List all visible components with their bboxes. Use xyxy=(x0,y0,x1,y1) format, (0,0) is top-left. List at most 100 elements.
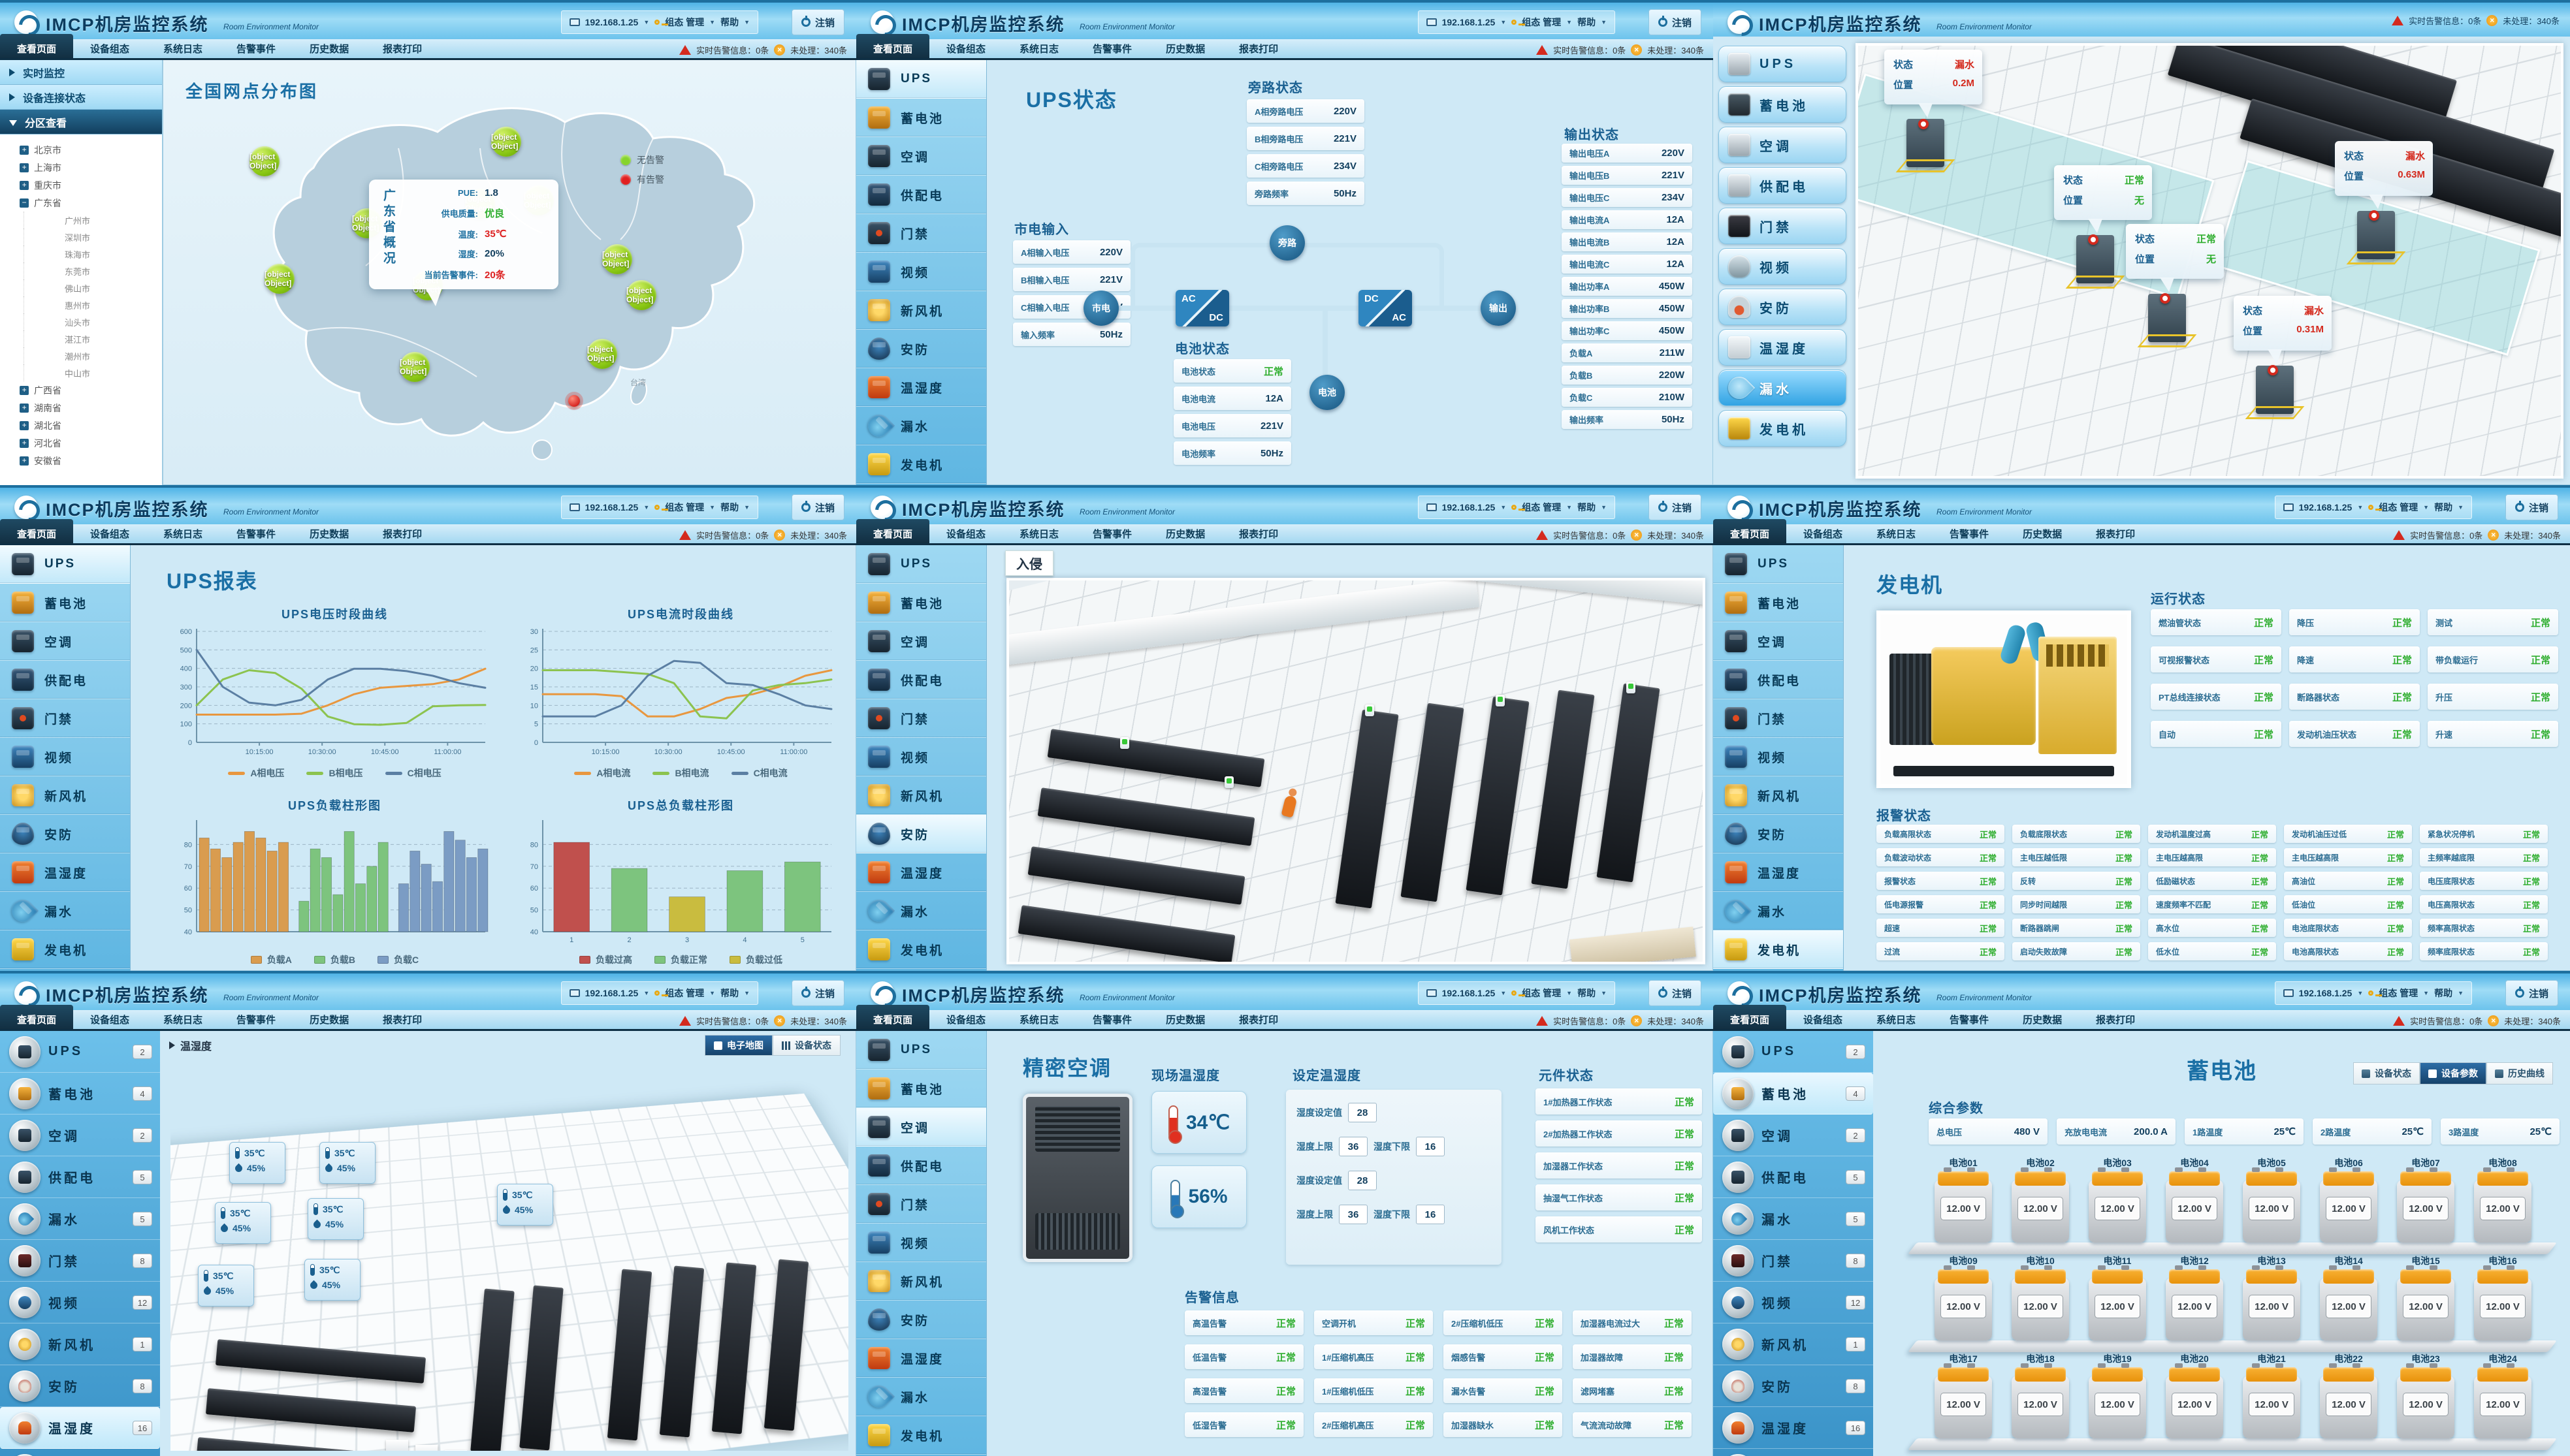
server-ip[interactable]: 192.168.1.25 xyxy=(2298,502,2353,513)
tree-province[interactable]: + 湖北省 xyxy=(0,417,162,434)
battery-cell[interactable]: 电池09 12.00 V xyxy=(1935,1254,1992,1340)
battery-cell[interactable]: 电池16 12.00 V xyxy=(2474,1254,2531,1340)
tab-view-page[interactable]: 查看页面 xyxy=(856,1005,930,1029)
tree-province[interactable]: + 河北省 xyxy=(0,434,162,452)
sidebar-item[interactable]: 蓄电池 xyxy=(856,1069,986,1108)
sidebar-item[interactable]: 空调 xyxy=(0,622,130,661)
temp-humidity-tag[interactable]: 35℃ 45% xyxy=(497,1184,553,1226)
sidebar-item[interactable]: 安防 8 xyxy=(0,1365,160,1407)
leak-callout[interactable]: 状态 漏水 位置 0.63M xyxy=(2335,141,2433,221)
battery-cell[interactable]: 电池20 12.00 V xyxy=(2166,1352,2223,1438)
chevron-down-icon[interactable]: ▼ xyxy=(709,19,716,25)
sidebar-item[interactable]: 供配电 5 xyxy=(0,1156,160,1198)
chevron-down-icon[interactable]: ▼ xyxy=(1601,19,1607,25)
chevron-down-icon[interactable]: ▼ xyxy=(2458,990,2464,996)
view-button[interactable]: 历史曲线 xyxy=(2486,1062,2553,1084)
sidebar-item[interactable]: 漏水 xyxy=(856,407,986,445)
sidebar-item[interactable]: 供配电 xyxy=(856,661,986,699)
sidebar-item[interactable]: 漏水 xyxy=(856,892,986,930)
tab-report-print[interactable]: 报表打印 xyxy=(1239,529,1279,540)
tree-city[interactable]: 珠海市 xyxy=(24,245,162,262)
chevron-down-icon[interactable]: ▼ xyxy=(2458,504,2464,511)
chevron-down-icon[interactable]: ▼ xyxy=(1500,990,1507,996)
tree-city[interactable]: 惠州市 xyxy=(24,296,162,313)
chevron-down-icon[interactable]: ▼ xyxy=(643,990,650,996)
logout-button[interactable]: 注销 xyxy=(1648,494,1701,520)
sidebar-item[interactable]: 视频 12 xyxy=(0,1282,160,1323)
battery-cell[interactable]: 电池06 12.00 V xyxy=(2320,1156,2377,1242)
map-view-button[interactable]: 电子地图 xyxy=(705,1035,773,1056)
leak-callout[interactable]: 状态 漏水 位置 0.2M xyxy=(1884,50,1982,129)
realtime-alarm-count[interactable]: 实时告警信息：0条 xyxy=(696,1016,769,1026)
sidebar-item[interactable]: 门禁 xyxy=(856,1185,986,1224)
server-ip[interactable]: 192.168.1.25 xyxy=(1441,17,1496,27)
battery-cell[interactable]: 电池14 12.00 V xyxy=(2320,1254,2377,1340)
sidebar-item[interactable]: UPS xyxy=(856,60,986,99)
setpoint-input[interactable]: 16 xyxy=(1416,1205,1445,1224)
sidebar-item[interactable]: 供配电 5 xyxy=(1713,1156,1873,1198)
tab-system-log[interactable]: 系统日志 xyxy=(1020,44,1059,55)
expand-icon[interactable]: + xyxy=(20,456,29,466)
setpoint-input[interactable]: 36 xyxy=(1339,1205,1368,1224)
server-ip[interactable]: 192.168.1.25 xyxy=(585,17,639,27)
chevron-down-icon[interactable]: ▼ xyxy=(1566,990,1573,996)
sidebar-item[interactable]: 温湿度 xyxy=(0,853,130,892)
config-menu[interactable]: 组态 管理 xyxy=(665,17,705,27)
unhandled-count[interactable]: 未处理：340条 xyxy=(2503,16,2560,26)
tab-alarm-events[interactable]: 告警事件 xyxy=(1093,1015,1132,1026)
server-ip[interactable]: 192.168.1.25 xyxy=(1441,502,1496,513)
realtime-alarm-count[interactable]: 实时告警信息：0条 xyxy=(2410,1016,2483,1026)
unhandled-count[interactable]: 未处理：340条 xyxy=(790,530,847,541)
temp-humidity-tag[interactable]: 35℃ 45% xyxy=(319,1142,376,1184)
battery-cell[interactable]: 电池23 12.00 V xyxy=(2397,1352,2454,1438)
battery-cell[interactable]: 电池04 12.00 V xyxy=(2166,1156,2223,1242)
chevron-down-icon[interactable]: ▼ xyxy=(2357,504,2364,511)
tree-province[interactable]: + 北京市 xyxy=(0,141,162,159)
tree-province[interactable]: + 重庆市 xyxy=(0,176,162,194)
tab-device-config[interactable]: 设备组态 xyxy=(1803,1015,1843,1026)
chevron-down-icon[interactable]: ▼ xyxy=(2423,990,2430,996)
sidebar-item[interactable]: UPS xyxy=(1713,545,1843,584)
chevron-down-icon[interactable]: ▼ xyxy=(744,990,750,996)
logout-button[interactable]: 注销 xyxy=(1648,980,1701,1006)
battery-cell[interactable]: 电池10 12.00 V xyxy=(2012,1254,2069,1340)
province-bubble[interactable]: [object Object] xyxy=(265,264,295,294)
sidebar-item[interactable]: UPS xyxy=(1718,46,1846,82)
tree-city[interactable]: 东莞市 xyxy=(24,262,162,279)
sidebar-item[interactable]: 供配电 xyxy=(856,1147,986,1185)
tab-report-print[interactable]: 报表打印 xyxy=(1239,44,1279,55)
server-ip[interactable]: 192.168.1.25 xyxy=(585,502,639,513)
sidebar-item[interactable]: 安防 xyxy=(856,330,986,368)
province-bubble[interactable]: [object Object] xyxy=(400,352,430,382)
expand-icon[interactable]: + xyxy=(20,420,29,430)
tab-system-log[interactable]: 系统日志 xyxy=(1876,529,1916,540)
battery-cell[interactable]: 电池05 12.00 V xyxy=(2243,1156,2300,1242)
help-menu[interactable]: 帮助 xyxy=(720,502,739,513)
realtime-alarm-count[interactable]: 实时告警信息：0条 xyxy=(1553,530,1626,541)
sidebar-item[interactable]: 视频 12 xyxy=(1713,1282,1873,1323)
tab-alarm-events[interactable]: 告警事件 xyxy=(236,529,276,540)
chevron-down-icon[interactable]: ▼ xyxy=(1500,504,1507,511)
chevron-down-icon[interactable]: ▼ xyxy=(709,990,716,996)
sidebar-item[interactable]: 视频 xyxy=(856,1224,986,1262)
expand-icon[interactable]: + xyxy=(20,403,29,413)
tab-alarm-events[interactable]: 告警事件 xyxy=(1093,529,1132,540)
tree-province[interactable]: + 安徽省 xyxy=(0,452,162,469)
server-ip[interactable]: 192.168.1.25 xyxy=(585,988,639,998)
unhandled-count[interactable]: 未处理：340条 xyxy=(1647,45,1704,55)
battery-cell[interactable]: 电池19 12.00 V xyxy=(2089,1352,2146,1438)
tree-province-guangdong[interactable]: − 广东省 xyxy=(0,194,162,212)
temp-humidity-tag[interactable]: 35℃ 45% xyxy=(198,1265,254,1306)
battery-cell[interactable]: 电池07 12.00 V xyxy=(2397,1156,2454,1242)
tab-report-print[interactable]: 报表打印 xyxy=(2096,529,2136,540)
temp-humidity-tag[interactable]: 35℃ 45% xyxy=(215,1202,271,1244)
unhandled-count[interactable]: 未处理：340条 xyxy=(790,45,847,55)
alarm-marker[interactable] xyxy=(568,395,580,407)
help-menu[interactable]: 帮助 xyxy=(2434,502,2453,513)
chevron-down-icon[interactable]: ▼ xyxy=(1500,19,1507,25)
tab-report-print[interactable]: 报表打印 xyxy=(383,529,423,540)
chevron-down-icon[interactable]: ▼ xyxy=(1601,504,1607,511)
sidebar-item[interactable]: 蓄电池 xyxy=(0,584,130,622)
tab-alarm-events[interactable]: 告警事件 xyxy=(236,1015,276,1026)
chevron-down-icon[interactable]: ▼ xyxy=(643,504,650,511)
